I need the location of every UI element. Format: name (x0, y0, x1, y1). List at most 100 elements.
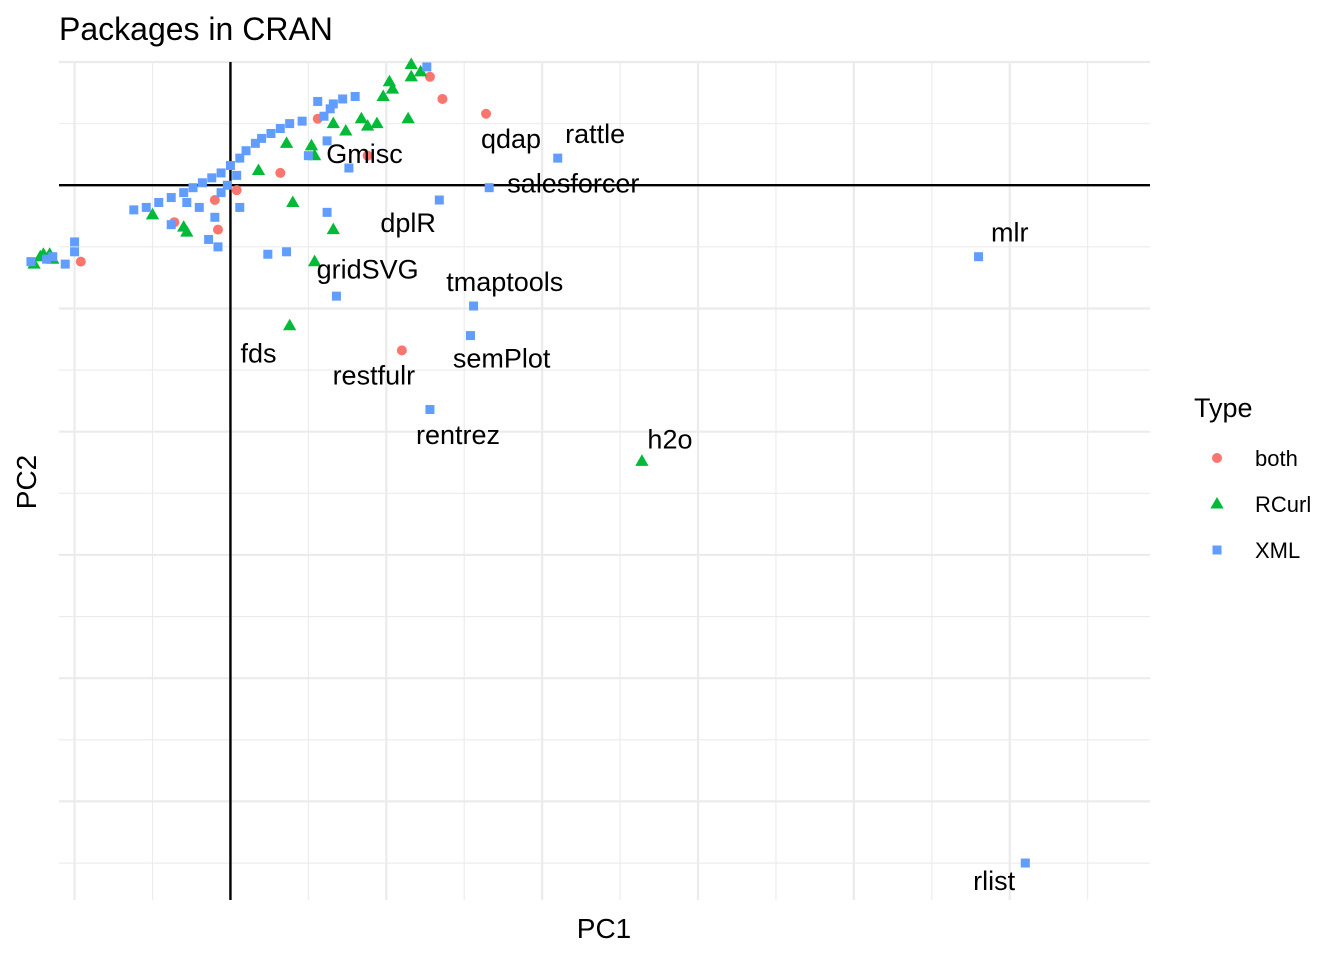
rcurl-point (145, 207, 160, 220)
xml-point (303, 151, 313, 161)
y-axis-label: PC2 (11, 455, 42, 509)
xml-point (166, 220, 176, 230)
xml-point (197, 178, 207, 188)
legend-key-both (1212, 453, 1222, 463)
point-label-dplr: dplR (380, 208, 436, 238)
point-label-salesforcer: salesforcer (507, 168, 639, 198)
legend-label-xml: XML (1255, 538, 1300, 563)
legend-label-rcurl: RCurl (1255, 492, 1311, 517)
rcurl-point (382, 74, 397, 87)
legend: Type both RCurl XML (1194, 393, 1311, 563)
xml-point (322, 136, 332, 146)
rcurl-point (354, 111, 369, 124)
point-label-gridsvg: gridSVG (317, 255, 419, 285)
xml-point (275, 124, 285, 134)
xml-point (207, 173, 217, 183)
xml-point (166, 193, 176, 203)
legend-entries: both RCurl XML (1210, 446, 1311, 563)
point-label-gmisc: Gmisc (326, 139, 403, 169)
point-label-rattle: rattle (565, 119, 625, 149)
xml-point (319, 111, 329, 121)
xml-point (182, 197, 192, 207)
xml-point (297, 116, 307, 126)
both-point (231, 185, 242, 196)
rcurl-point (635, 454, 649, 466)
xml-point (235, 153, 245, 163)
xml-point (328, 99, 338, 109)
xml-point (210, 212, 220, 222)
xml-point (325, 104, 335, 114)
point-labels: qdap rattle Gmisc salesforcer dplR mlr gridSVG… (240, 119, 1028, 896)
xml-point (484, 183, 494, 193)
xml-point (322, 207, 332, 217)
xml-point (350, 92, 360, 102)
point-label-tmaptools: tmaptools (446, 267, 563, 297)
rcurl-point (404, 57, 418, 70)
rcurl-point (360, 119, 375, 131)
grid (59, 60, 1150, 900)
point-label-fds: fds (240, 338, 276, 368)
xml-point (213, 242, 223, 252)
point-label-restfulr: restfulr (333, 361, 416, 391)
xml-point (266, 128, 276, 138)
both-point (209, 195, 220, 206)
xml-point (70, 237, 80, 247)
rcurl-point (413, 64, 428, 77)
point-label-qdap: qdap (481, 124, 541, 154)
xml-point (154, 197, 164, 207)
both-point (75, 256, 86, 267)
xml-point (1020, 858, 1030, 868)
xml-point (216, 168, 226, 178)
xml-point (422, 62, 432, 72)
xml-point (179, 188, 189, 198)
xml-point (250, 138, 260, 148)
legend-key-xml (1212, 545, 1222, 555)
rcurl-point (376, 89, 390, 102)
data-points (26, 57, 1030, 868)
both-point (275, 167, 286, 178)
series-xml (26, 62, 1030, 868)
both-point (481, 108, 492, 119)
xml-point (313, 96, 323, 106)
both-point (437, 93, 448, 104)
rcurl-point (385, 82, 400, 94)
rcurl-point (251, 163, 266, 175)
x-axis-label: PC1 (577, 913, 631, 944)
xml-point (232, 170, 242, 180)
point-label-h2o: h2o (647, 425, 692, 455)
both-point (212, 224, 223, 235)
xml-point (425, 405, 435, 415)
both-point (396, 345, 407, 356)
rcurl-point (279, 136, 294, 148)
xml-point (241, 146, 251, 156)
xml-point (338, 94, 348, 104)
rcurl-point (326, 222, 340, 235)
point-label-mlr: mlr (991, 218, 1028, 248)
rcurl-point (180, 225, 194, 237)
both-point (424, 71, 435, 82)
rcurl-point (283, 318, 297, 331)
xml-point (188, 183, 198, 193)
xml-point (434, 195, 444, 205)
rcurl-point (326, 116, 340, 129)
xml-point (553, 153, 563, 163)
xml-point (222, 180, 232, 190)
both-point (362, 150, 373, 161)
xml-point (974, 252, 984, 262)
xml-point (141, 202, 151, 212)
zero-lines (59, 62, 1150, 900)
xml-point (285, 119, 295, 129)
point-label-rlist: rlist (973, 866, 1015, 896)
xml-point (235, 202, 245, 212)
rcurl-point (370, 116, 384, 129)
rcurl-point (404, 69, 418, 82)
point-label-rentrez: rentrez (416, 420, 500, 450)
xml-point (282, 247, 292, 257)
rcurl-point (307, 254, 322, 267)
xml-point (48, 252, 58, 262)
xml-point (263, 249, 273, 259)
xml-point (225, 161, 235, 171)
chart-title: Packages in CRAN (59, 11, 333, 47)
xml-point (331, 291, 341, 301)
